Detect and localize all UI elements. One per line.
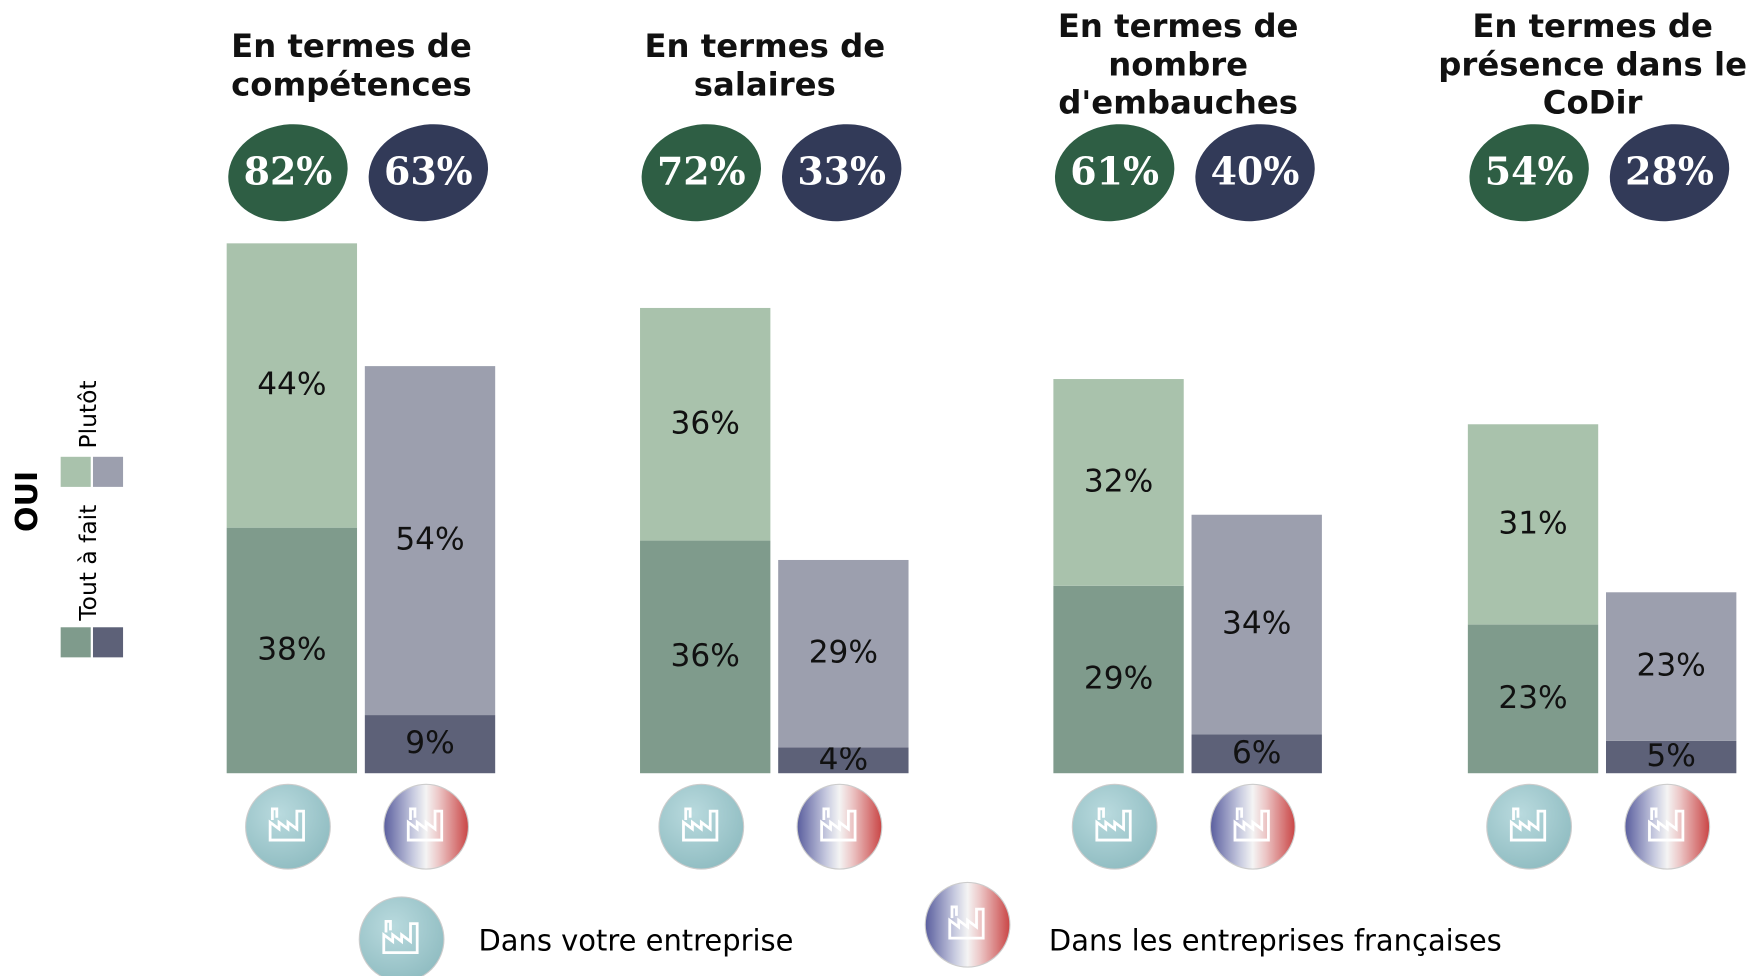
legend-swatch — [92, 627, 124, 658]
legend-label: Plutôt — [74, 380, 102, 448]
total-badge — [1609, 124, 1730, 222]
bar-label: 36% — [671, 405, 740, 441]
bar-label: 36% — [671, 638, 740, 674]
bar-segment — [1606, 592, 1737, 741]
bar-label: 31% — [1498, 505, 1567, 541]
total-label: 82% — [244, 148, 333, 193]
bar-segment — [364, 366, 496, 716]
bar-label: 29% — [809, 635, 878, 671]
total-label: 63% — [384, 148, 473, 193]
group-title: nombre — [1108, 45, 1248, 83]
legend-swatch — [60, 627, 91, 658]
bar-label: 29% — [1084, 661, 1153, 697]
total-badge — [1195, 124, 1315, 222]
group-title: d'embauches — [1058, 84, 1298, 122]
bar-label: 23% — [1637, 648, 1706, 684]
bar-label: 54% — [395, 522, 464, 558]
bar-segment — [1191, 514, 1322, 735]
bar-segment — [364, 715, 496, 774]
group-title: CoDir — [1543, 84, 1643, 122]
group-title: compétences — [231, 65, 472, 103]
total-label: 72% — [657, 148, 746, 193]
bar-label: 6% — [1232, 735, 1281, 771]
total-badge — [782, 124, 902, 222]
total-label: 40% — [1211, 148, 1300, 193]
total-label: 54% — [1485, 148, 1574, 193]
bar-segment — [778, 559, 909, 748]
legend-label: Dans votre entreprise — [478, 924, 793, 958]
bar-segment — [226, 243, 358, 528]
legend-label: Tout à fait — [74, 505, 102, 622]
total-badge — [1469, 124, 1589, 222]
bar-segment — [1606, 740, 1737, 774]
bar-label: 44% — [257, 366, 326, 402]
group-title: présence dans le — [1438, 45, 1747, 83]
bar-segment — [1053, 379, 1184, 586]
bar-label: 34% — [1222, 606, 1291, 642]
legend-title: OUI — [10, 471, 45, 532]
bar-label: 23% — [1498, 680, 1567, 716]
group-title: salaires — [694, 65, 836, 103]
bar-segment — [1053, 585, 1184, 774]
bar-segment — [1467, 424, 1599, 625]
total-badge — [1054, 124, 1175, 222]
total-label: 28% — [1625, 148, 1714, 193]
group-title: En termes de — [231, 27, 472, 65]
bar-segment — [640, 540, 771, 774]
bar-segment — [640, 307, 771, 541]
bar-label: 32% — [1084, 463, 1153, 499]
bar-segment — [778, 747, 909, 774]
legend-label: Dans les entreprises françaises — [1049, 924, 1502, 958]
total-badge — [641, 124, 761, 222]
total-badge — [368, 124, 489, 222]
legend-swatch — [60, 456, 91, 487]
bar-segment — [226, 527, 358, 774]
bar-label: 38% — [257, 631, 326, 667]
bar-label: 5% — [1646, 738, 1695, 774]
bar-label: 9% — [405, 725, 454, 761]
total-label: 61% — [1070, 148, 1159, 193]
group-title: En termes de — [1472, 7, 1713, 45]
legend-swatch — [92, 456, 124, 487]
group-title: En termes de — [645, 27, 886, 65]
total-label: 33% — [797, 148, 886, 193]
bar-segment — [1191, 734, 1322, 774]
total-badge — [228, 124, 348, 222]
group-title: En termes de — [1058, 7, 1299, 45]
bar-segment — [1467, 624, 1599, 774]
